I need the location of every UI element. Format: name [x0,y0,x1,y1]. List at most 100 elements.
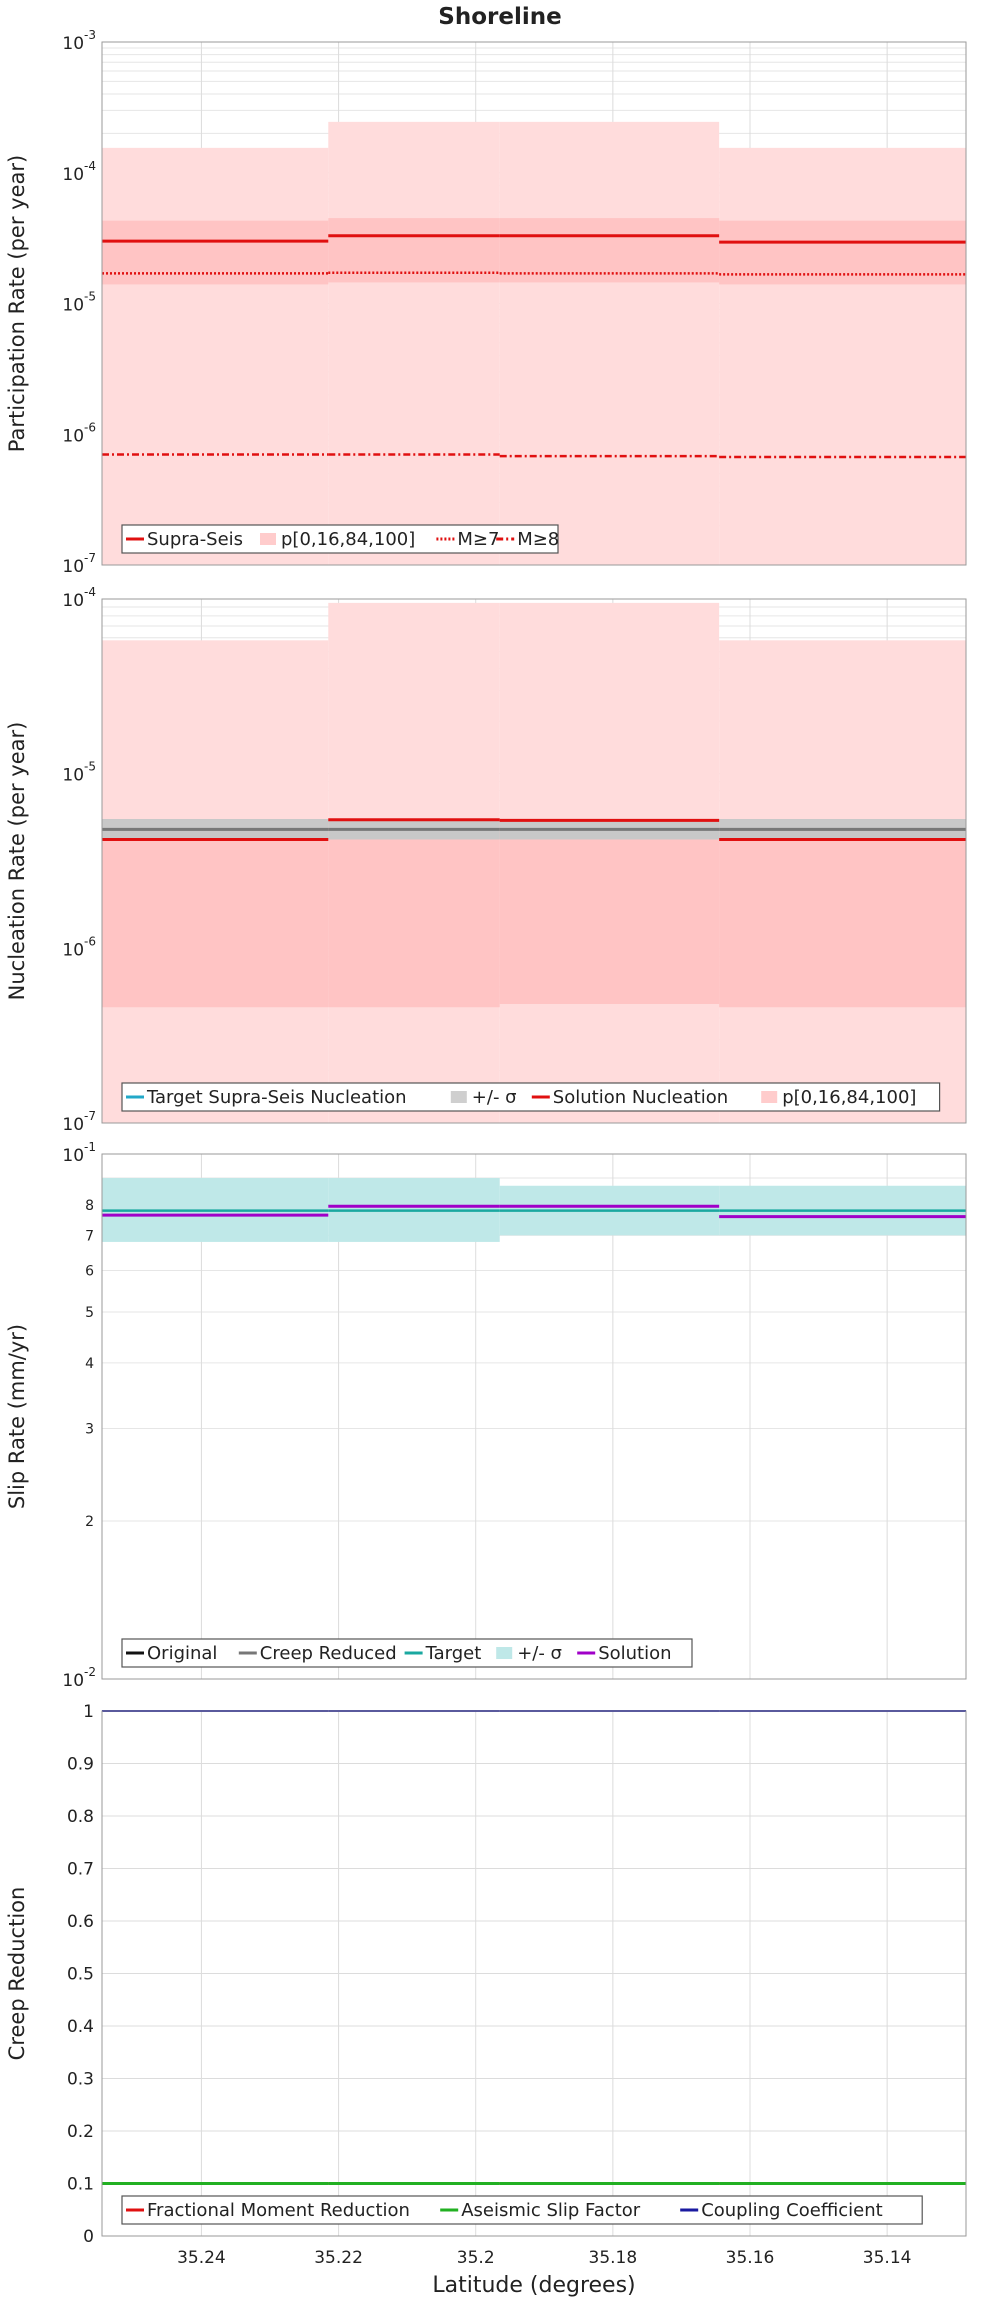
panel-nucleation: 10-4 10-5 10-6 10-7 Nucleation Rate (per yea… [5,585,967,1135]
y-minor-tick-label: 2 [85,1514,94,1530]
series-supra-seis [102,234,966,244]
y-tick-label: 0.2 [67,2122,94,2142]
band-segment [499,121,720,566]
legend-label: +/- σ [517,1643,562,1664]
plot-frame [101,1710,967,2237]
series-solution-nucleation [102,818,966,841]
panel-participation: 10-3 10-4 10-5 10-6 10-7 Participation Rate (… [5,28,967,577]
y-tick-label: 10-4 [62,585,96,611]
y-minor-tick-label: 3 [85,1422,94,1438]
legend-item: M≥7 [436,529,499,550]
legend-label: Aseismic Slip Factor [461,2200,641,2221]
band-segment [102,837,329,1008]
y-tick-label: 10-6 [62,934,96,960]
band-segment [499,218,720,283]
legend-item: Creep Reduced [238,1643,397,1664]
legend-label: +/- σ [472,1087,517,1108]
legend-label: Creep Reduced [260,1643,397,1664]
y-tick-label: 10-4 [62,159,96,185]
x-tick-label: 35.24 [177,2248,226,2268]
y-tick-label: 0.7 [67,1860,94,1880]
x-tick-label: 35.2 [457,2248,495,2268]
legend-label: p[0,16,84,100] [782,1087,916,1108]
legend-item: Target [404,1643,482,1664]
plot-frame [101,1153,967,1680]
plot-frame [101,41,967,566]
series-m-7 [102,271,966,276]
band-segment [102,147,329,565]
legend-item: +/- σ [450,1087,517,1108]
band-segment [102,220,329,285]
legend-swatch [761,1091,778,1103]
series-solution [102,1204,966,1219]
y-axis-label: Nucleation Rate (per year) [5,722,29,1001]
x-tick-label: 35.14 [863,2248,912,2268]
legend-item: Target Supra-Seis Nucleation [126,1087,407,1108]
series-m-8 [102,453,966,459]
y-tick-label: 10-1 [62,1140,96,1166]
y-tick-label: 10-3 [62,28,96,54]
y-tick-label: 0 [83,2227,94,2247]
y-tick-label: 0.1 [67,2175,94,2195]
legend-item: Supra-Seis [126,529,243,550]
legend-label: Target [425,1643,482,1664]
y-minor-tick-label: 8 [85,1198,94,1214]
band-segment [719,837,966,1008]
legend-item: Original [126,1643,217,1664]
band-segment [328,121,500,566]
y-tick-label: 0.9 [67,1755,94,1775]
legend-swatch [496,1647,513,1659]
legend-label: p[0,16,84,100] [281,529,415,550]
x-tick-label: 35.22 [314,2248,363,2268]
legend: Target Supra-Seis Nucleation +/- σ Solutio… [121,1082,941,1112]
legend-item: p[0,16,84,100] [761,1087,916,1108]
legend-item: Solution Nucleation [531,1087,728,1108]
legend: Supra-Seis p[0,16,84,100] M≥7 M≥8 [121,524,559,554]
band-segment [328,819,500,1008]
band-segment [719,147,966,565]
y-minor-tick-label: 5 [85,1305,94,1321]
legend-item: Aseismic Slip Factor [440,2200,641,2221]
legend-label: Fractional Moment Reduction [147,2200,410,2221]
y-minor-tick-label: 7 [85,1228,94,1244]
y-tick-label: 0.4 [67,2017,94,2037]
chart-title: Shoreline [438,4,561,30]
legend: Original Creep Reduced Target +/- σ Solution [121,1638,693,1668]
x-tick-label: 35.18 [589,2248,638,2268]
legend-item: Solution [577,1643,672,1664]
y-tick-label: 1 [83,1702,94,1722]
legend-item: p[0,16,84,100] [260,529,415,550]
y-tick-label: 0.8 [67,1807,94,1827]
chart-panels: 10-3 10-4 10-5 10-6 10-7 Participation Rate (… [5,28,967,2247]
x-tick-label: 35.16 [726,2248,775,2268]
legend-item: Fractional Moment Reduction [126,2200,410,2221]
y-axis-label: Slip Rate (mm/yr) [5,1324,29,1509]
y-tick-label: 10-6 [62,420,96,446]
panel-creep: 0 0.1 0.2 0.3 0.4 0.5 0.6 0.7 0.8 0.9 1 Creep Reduc… [5,1702,967,2247]
legend-swatch [260,533,276,545]
legend-label: Solution Nucleation [553,1087,728,1108]
y-tick-label: 10-2 [62,1665,96,1691]
legend-item: Coupling Coefficient [680,2200,883,2221]
y-minor-tick-label: 4 [85,1356,94,1372]
y-tick-label: 10-7 [62,1109,96,1135]
x-axis-label: Latitude (degrees) [432,2273,635,2298]
legend-label: Original [147,1643,217,1664]
panel-slip: 10-1 10-2 8 7 6 5 4 3 2 Slip Rate (mm/yr) Original… [5,1140,967,1691]
legend-box [121,1082,941,1112]
legend-label: M≥7 [457,529,499,550]
plot-frame [101,598,967,1124]
legend-item: +/- σ [496,1643,562,1664]
legend: Fractional Moment Reduction Aseismic Slip… [121,2195,923,2225]
band-segment [499,819,720,1005]
legend-swatch [450,1091,467,1103]
y-minor-tick-label: 6 [85,1263,94,1279]
legend-box [121,2195,923,2225]
y-tick-label: 0.5 [67,1965,94,1985]
y-tick-label: 10-5 [62,290,96,316]
y-tick-label: 0.6 [67,1912,94,1932]
y-axis-label: Participation Rate (per year) [5,155,29,452]
y-axis-label: Creep Reduction [5,1887,29,2061]
legend-item: M≥8 [496,529,559,550]
